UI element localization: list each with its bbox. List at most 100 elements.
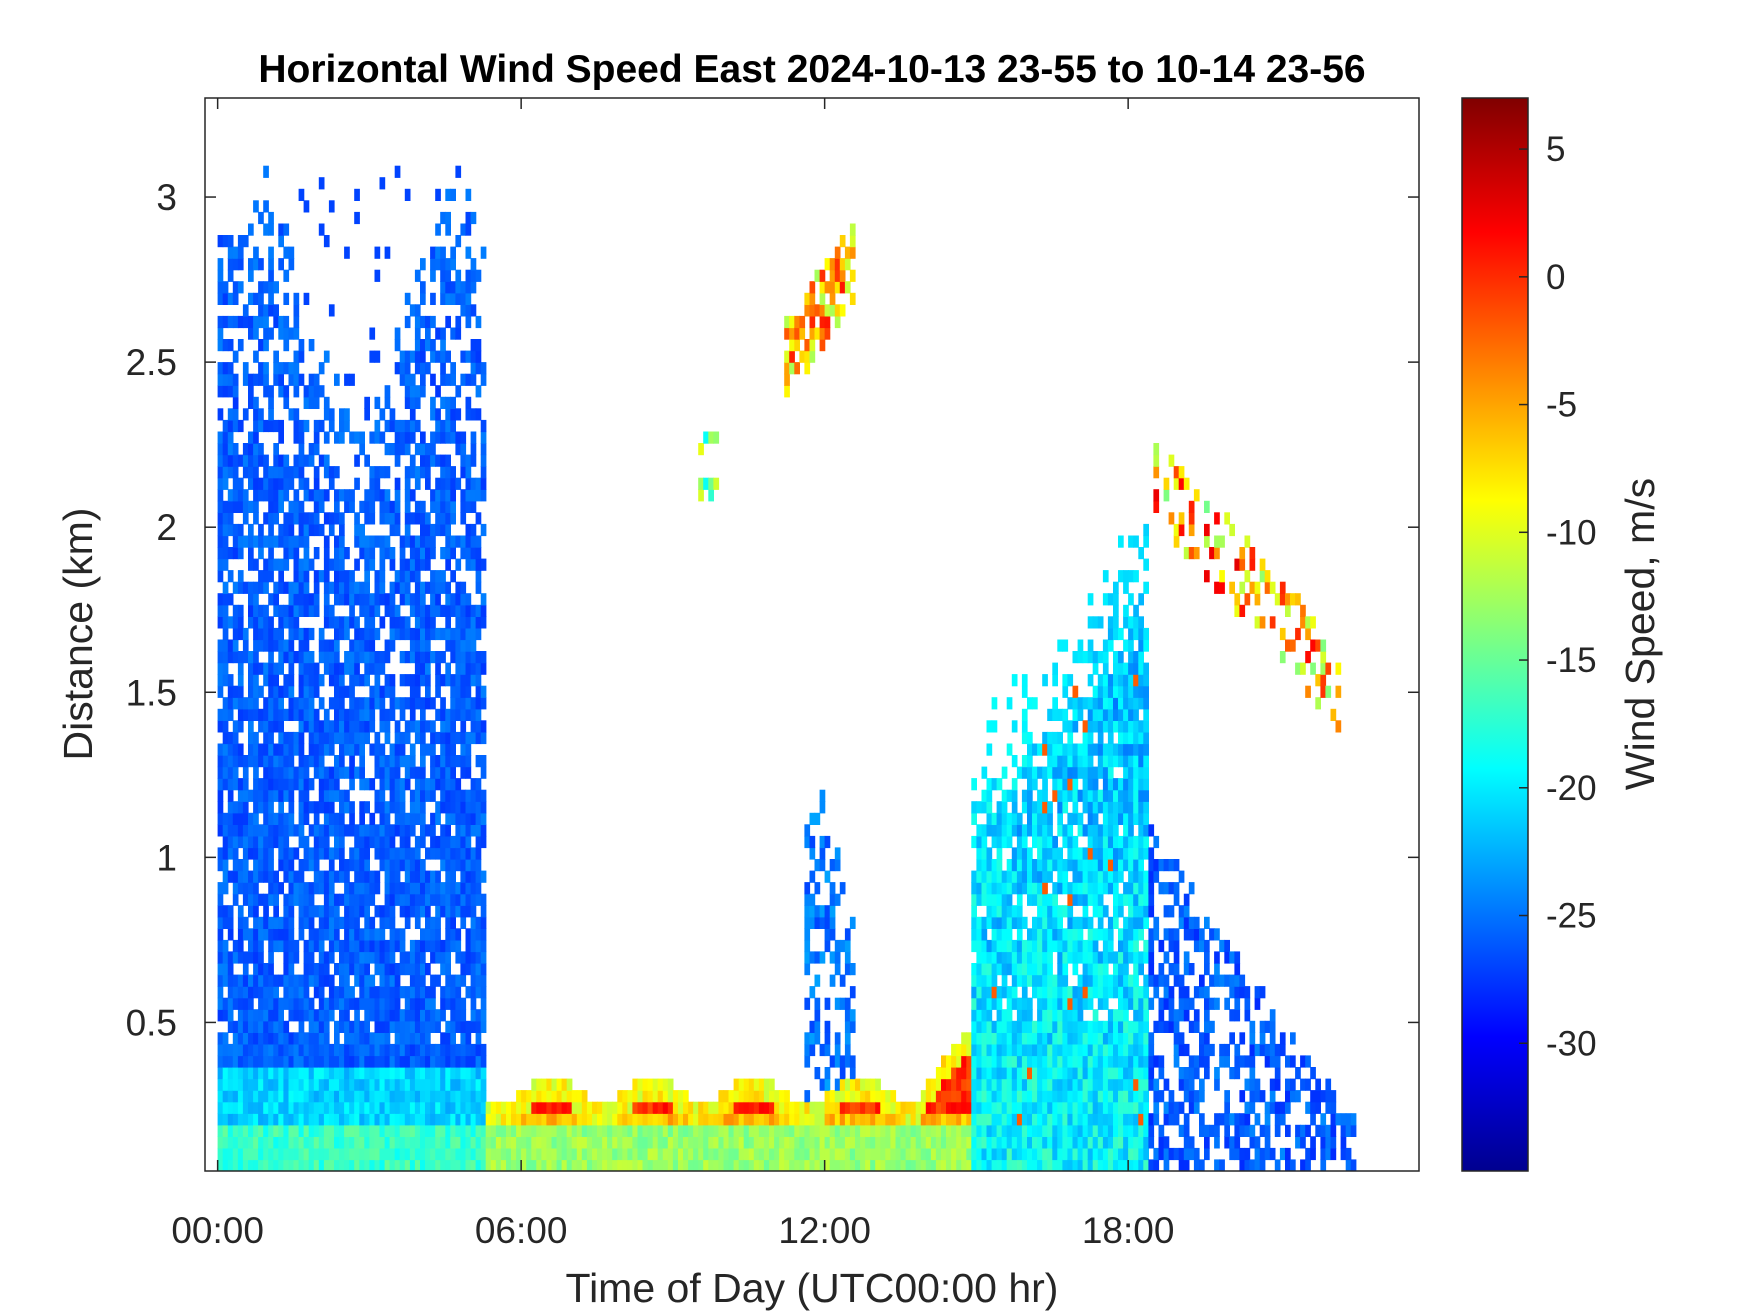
- heatmap-cell: [1042, 1043, 1048, 1057]
- heatmap-cell: [349, 812, 355, 825]
- heatmap-cell: [1072, 1147, 1079, 1161]
- heatmap-cell: [900, 1124, 907, 1137]
- heatmap-cell: [1082, 905, 1089, 918]
- heatmap-cell: [420, 893, 426, 906]
- heatmap-cell: [450, 778, 456, 791]
- heatmap-cell: [404, 500, 411, 513]
- heatmap-cell: [374, 835, 381, 849]
- heatmap-cell: [394, 581, 401, 594]
- heatmap-cell: [420, 731, 426, 745]
- heatmap-cell: [435, 951, 441, 964]
- heatmap-cell: [242, 835, 249, 849]
- heatmap-cell: [1097, 870, 1104, 883]
- heatmap-cell: [379, 916, 386, 929]
- heatmap-cell: [1057, 778, 1063, 791]
- heatmap-cell: [571, 1159, 578, 1171]
- heatmap-cell: [248, 824, 254, 837]
- heatmap-cell: [495, 1101, 502, 1114]
- heatmap-cell: [602, 1159, 608, 1171]
- heatmap-cell: [394, 847, 401, 860]
- heatmap-cell: [369, 974, 376, 987]
- heatmap-cell: [318, 385, 325, 398]
- heatmap-cell: [379, 1159, 386, 1171]
- heatmap-cell: [1021, 916, 1028, 929]
- heatmap-cell: [784, 1147, 790, 1161]
- heatmap-cell: [470, 939, 477, 953]
- heatmap-cell: [242, 535, 249, 548]
- heatmap-cell: [450, 408, 456, 421]
- heatmap-cell: [814, 1113, 821, 1126]
- heatmap-cell: [475, 1113, 482, 1126]
- heatmap-cell: [541, 1101, 548, 1114]
- heatmap-cell: [753, 1124, 760, 1137]
- heatmap-cell: [349, 651, 355, 664]
- heatmap-cell: [435, 1009, 441, 1022]
- heatmap-cell: [445, 558, 451, 571]
- heatmap-cell: [237, 1090, 244, 1103]
- heatmap-cell: [420, 292, 426, 305]
- heatmap-cell: [293, 570, 300, 583]
- heatmap-cell: [323, 512, 330, 525]
- heatmap-cell: [627, 1113, 634, 1126]
- heatmap-cell: [1016, 1020, 1023, 1033]
- heatmap-cell: [440, 477, 446, 490]
- heatmap-cell: [339, 963, 345, 976]
- heatmap-cell: [248, 1078, 254, 1091]
- heatmap-cell: [445, 269, 451, 282]
- heatmap-cell: [430, 697, 436, 710]
- heatmap-cell: [1001, 1159, 1008, 1171]
- heatmap-cell: [283, 893, 290, 906]
- heatmap-cell: [435, 1043, 441, 1057]
- heatmap-cell: [1006, 916, 1013, 929]
- heatmap-cell: [409, 1043, 416, 1057]
- heatmap-cell: [268, 477, 274, 490]
- heatmap-cell: [996, 824, 1003, 837]
- heatmap-cell: [1092, 1055, 1099, 1068]
- heatmap-cell: [1021, 963, 1028, 976]
- heatmap-cell: [981, 963, 988, 976]
- heatmap-cell: [546, 1101, 553, 1114]
- heatmap-cell: [399, 593, 406, 606]
- heatmap-cell: [242, 928, 249, 941]
- heatmap-cell: [263, 674, 269, 687]
- heatmap-cell: [961, 1124, 967, 1137]
- heatmap-cell: [1092, 1113, 1099, 1126]
- heatmap-cell: [313, 1055, 320, 1068]
- heatmap-cell: [824, 304, 831, 317]
- heatmap-cell: [951, 1113, 957, 1126]
- heatmap-cell: [1001, 963, 1008, 976]
- heatmap-cell: [470, 350, 477, 363]
- heatmap-cell: [237, 1136, 244, 1149]
- heatmap-cell: [1082, 1124, 1089, 1137]
- heatmap-cell: [384, 812, 391, 825]
- heatmap-cell: [860, 1101, 866, 1114]
- heatmap-cell: [389, 755, 396, 768]
- heatmap-cell: [1052, 1067, 1058, 1080]
- heatmap-cell: [435, 1078, 441, 1091]
- heatmap-cell: [364, 801, 370, 814]
- heatmap-cell: [323, 408, 330, 421]
- heatmap-cell: [435, 893, 441, 906]
- heatmap-cell: [465, 188, 472, 201]
- heatmap-cell: [303, 720, 310, 733]
- heatmap-cell: [581, 1159, 588, 1171]
- heatmap-cell: [1092, 893, 1099, 906]
- heatmap-cell: [248, 997, 254, 1010]
- heatmap-cell: [971, 1090, 977, 1103]
- heatmap-cell: [627, 1124, 634, 1137]
- heatmap-cell: [1072, 928, 1079, 941]
- heatmap-cell: [313, 1101, 320, 1114]
- heatmap-cell: [232, 997, 239, 1010]
- heatmap-cell: [733, 1101, 740, 1114]
- heatmap-cell: [248, 1101, 254, 1114]
- heatmap-cell: [237, 824, 244, 837]
- heatmap-cell: [1062, 766, 1069, 779]
- heatmap-cell: [976, 1055, 983, 1068]
- heatmap-cell: [1021, 1078, 1028, 1091]
- heatmap-cell: [450, 997, 456, 1010]
- heatmap-cell: [1067, 939, 1074, 953]
- heatmap-cell: [258, 743, 264, 756]
- heatmap-cell: [900, 1101, 907, 1114]
- heatmap-cell: [1102, 963, 1109, 976]
- heatmap-cell: [359, 708, 365, 721]
